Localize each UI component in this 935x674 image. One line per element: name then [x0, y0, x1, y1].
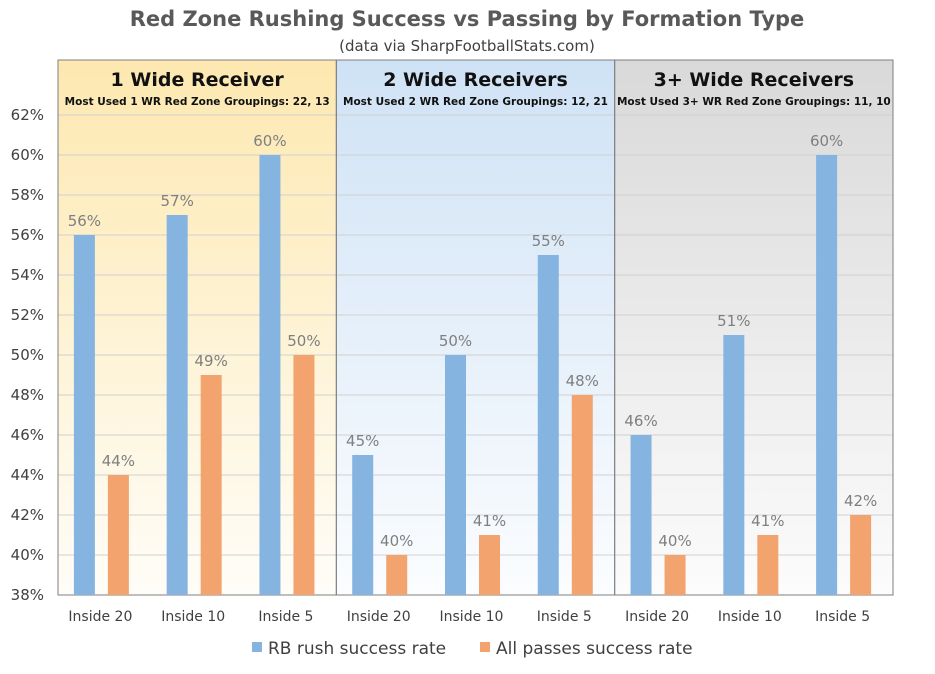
data-label-rush: 56% — [68, 212, 101, 230]
x-tick-label: Inside 5 — [258, 609, 313, 625]
x-tick-label: Inside 20 — [68, 609, 132, 625]
x-tick-label: Inside 5 — [815, 609, 870, 625]
bar-pass — [571, 395, 593, 595]
panel-subtitle: Most Used 1 WR Red Zone Groupings: 22, 1… — [65, 96, 330, 108]
data-label-pass: 49% — [194, 352, 227, 370]
data-label-pass: 50% — [287, 332, 320, 350]
bar-rush — [445, 355, 466, 595]
panel-border-2 — [614, 59, 894, 596]
panel-background-1 — [336, 60, 615, 595]
bar-pass — [386, 555, 408, 595]
data-label-rush: 45% — [346, 432, 379, 450]
y-tick-label: 58% — [11, 186, 44, 204]
panel-subtitle: Most Used 2 WR Red Zone Groupings: 12, 2… — [343, 96, 608, 108]
x-tick-label: Inside 20 — [625, 609, 689, 625]
y-tick-label: 40% — [11, 546, 44, 564]
y-tick-label: 46% — [11, 426, 44, 444]
legend-label-pass: All passes success rate — [496, 639, 693, 659]
y-tick-label: 54% — [11, 266, 44, 284]
panel-title: 1 Wide Receiver — [111, 69, 285, 91]
bar-rush — [630, 435, 652, 595]
bar-pass — [107, 475, 129, 595]
panel-title: 2 Wide Receivers — [383, 69, 568, 91]
bar-pass — [293, 355, 315, 595]
panel-background-0 — [58, 60, 337, 595]
bar-rush — [166, 215, 188, 595]
y-axis: 38% 40% 42% 44% 46% 48% 50% 52% 54% 56% 58% 60% 62% — [11, 106, 44, 604]
data-label-pass: 41% — [751, 512, 784, 530]
y-tick-label: 42% — [11, 506, 44, 524]
data-label-pass: 42% — [844, 492, 877, 510]
gridlines — [58, 114, 893, 596]
data-label-pass: 40% — [380, 532, 413, 550]
data-label-pass: 44% — [102, 452, 135, 470]
legend: RB rush success rate All passes success … — [252, 639, 693, 659]
panel-subtitle: Most Used 3+ WR Red Zone Groupings: 11, … — [617, 96, 891, 108]
data-label-rush: 55% — [532, 232, 565, 250]
y-tick-label: 48% — [11, 386, 44, 404]
legend-swatch-pass — [480, 642, 490, 652]
data-label-rush: 51% — [717, 312, 750, 330]
bar-pass — [200, 375, 222, 595]
x-tick-label: Inside 5 — [537, 609, 592, 625]
panel-titles: 1 Wide Receiver Most Used 1 WR Red Zone G… — [65, 69, 891, 108]
y-tick-label: 56% — [11, 226, 44, 244]
x-axis: Inside 20 Inside 10 Inside 5 Inside 20 Insid… — [68, 609, 870, 625]
data-label-pass: 48% — [566, 372, 599, 390]
panel-background-2 — [614, 60, 893, 595]
bars — [73, 155, 872, 595]
legend-label-rush: RB rush success rate — [268, 639, 446, 659]
data-label-rush: 50% — [439, 332, 472, 350]
chart-subtitle: (data via SharpFootballStats.com) — [339, 37, 595, 55]
chart-title: Red Zone Rushing Success vs Passing by F… — [130, 7, 805, 31]
data-label-rush: 57% — [160, 192, 193, 210]
panel-borders — [57, 59, 894, 596]
data-label-rush: 60% — [253, 132, 286, 150]
bar-rush — [816, 155, 838, 595]
y-tick-label: 62% — [11, 106, 44, 124]
legend-swatch-rush — [252, 642, 262, 652]
y-tick-label: 38% — [11, 586, 44, 604]
bar-rush — [537, 255, 559, 595]
data-label-rush: 46% — [624, 412, 657, 430]
bar-pass — [850, 515, 872, 595]
x-tick-label: Inside 20 — [347, 609, 411, 625]
bar-pass — [664, 555, 686, 595]
y-tick-label: 60% — [11, 146, 44, 164]
data-label-rush: 60% — [810, 132, 843, 150]
y-tick-label: 52% — [11, 306, 44, 324]
data-label-pass: 41% — [473, 512, 506, 530]
bar-rush — [73, 235, 95, 595]
bar-pass — [757, 535, 779, 595]
bar-rush — [723, 335, 745, 595]
y-tick-label: 50% — [11, 346, 44, 364]
bar-pass — [479, 535, 500, 595]
x-tick-label: Inside 10 — [440, 609, 504, 625]
data-labels: 56% 44% 57% 49% 60% 50% 45% 40% 50% 41% 55% 48% 46% 4… — [68, 132, 878, 550]
x-tick-label: Inside 10 — [718, 609, 782, 625]
data-label-pass: 40% — [658, 532, 691, 550]
panel-title: 3+ Wide Receivers — [654, 69, 854, 91]
x-tick-label: Inside 10 — [161, 609, 225, 625]
bar-rush — [259, 155, 281, 595]
panel-backgrounds — [58, 60, 893, 595]
bar-rush — [352, 455, 374, 595]
y-tick-label: 44% — [11, 466, 44, 484]
